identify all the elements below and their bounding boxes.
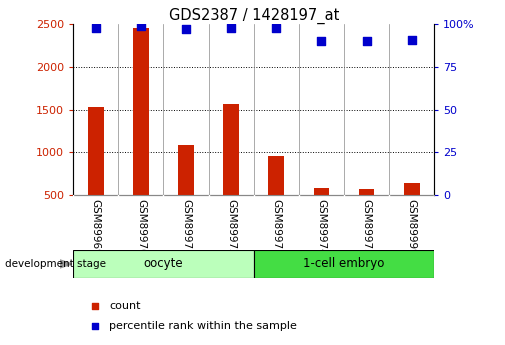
Point (272, 25, 280, 30)
Text: GSM89975: GSM89975 (362, 199, 372, 256)
Bar (359, 189, 375, 195)
Point (227, 25, 235, 30)
Bar (73, 250, 254, 278)
Bar (269, 156, 284, 195)
Bar (314, 188, 329, 195)
Bar (254, 250, 434, 278)
Text: GSM89999: GSM89999 (407, 199, 417, 256)
Bar (178, 145, 194, 195)
Text: development stage: development stage (5, 259, 106, 269)
Text: oocyte: oocyte (144, 257, 183, 270)
Bar (404, 183, 420, 195)
Point (182, 27, 190, 32)
Text: GSM89969: GSM89969 (91, 199, 101, 256)
Text: 1-cell embryo: 1-cell embryo (304, 257, 385, 270)
Bar (223, 104, 239, 195)
Point (137, 23, 145, 29)
Bar (88, 107, 104, 195)
Polygon shape (60, 260, 72, 268)
Text: GSM89972: GSM89972 (226, 199, 236, 256)
Point (318, 39, 326, 44)
Text: GSM89974: GSM89974 (317, 199, 326, 256)
Text: count: count (110, 301, 141, 311)
Text: GSM89970: GSM89970 (136, 199, 146, 256)
Bar (133, 28, 149, 195)
Point (363, 39, 371, 44)
Text: GSM89973: GSM89973 (271, 199, 281, 256)
Point (92, 25, 100, 30)
Title: GDS2387 / 1428197_at: GDS2387 / 1428197_at (169, 8, 339, 24)
Point (408, 37, 416, 42)
Point (91, 303, 99, 308)
Text: percentile rank within the sample: percentile rank within the sample (110, 321, 297, 331)
Point (91, 323, 99, 328)
Text: GSM89971: GSM89971 (181, 199, 191, 256)
